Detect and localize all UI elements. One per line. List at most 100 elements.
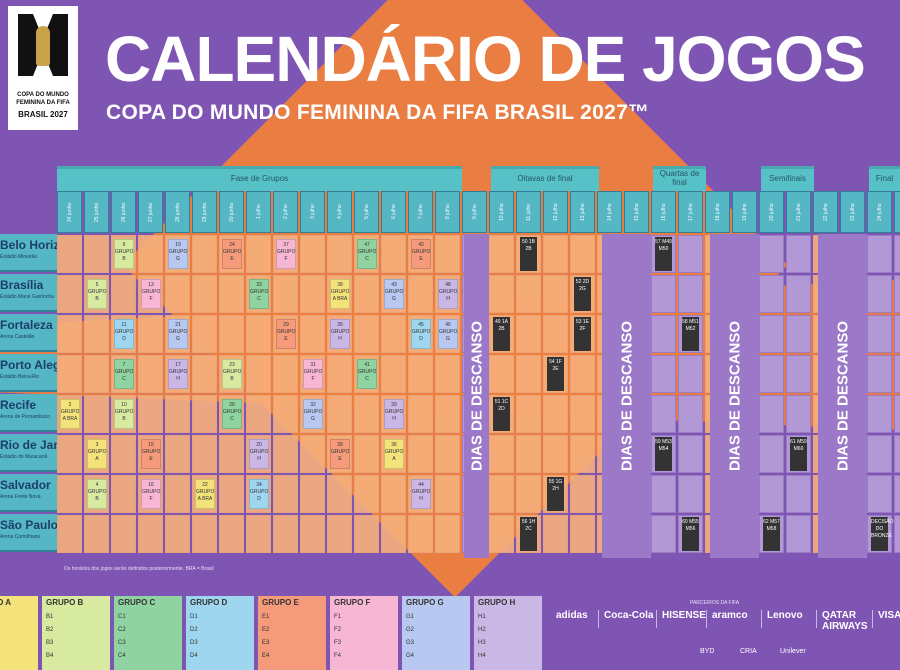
city-name: Fortaleza [0, 318, 53, 332]
grid-cell [84, 355, 109, 393]
rest-column-2: DIAS DE DESCANSO [602, 234, 651, 558]
match-card[interactable]: 45 GRUPO D [411, 319, 431, 349]
grid-cell [408, 435, 433, 473]
grid-cell [354, 435, 379, 473]
match-card[interactable]: 5 GRUPO B [87, 279, 107, 309]
match-card[interactable]: 3 GRUPO A [87, 439, 107, 469]
grid-cell [786, 395, 811, 433]
day-header: 30 junho [219, 191, 244, 233]
match-card[interactable]: 7 GRUPO C [114, 359, 134, 389]
grid-cell [300, 275, 325, 313]
match-card[interactable]: 16 GRUPO F [141, 479, 161, 509]
city-name: São Paulo [0, 518, 57, 532]
grid-cell [246, 315, 271, 353]
knockout-match-card[interactable]: 62 M57 M58 [763, 517, 780, 551]
knockout-match-card[interactable]: 59 M53 M54 [655, 437, 672, 471]
match-card[interactable]: 31 GRUPO F [303, 359, 323, 389]
grid-cell [300, 515, 325, 553]
grid-cell [354, 515, 379, 553]
grid-cell [867, 275, 892, 313]
match-card[interactable]: 48 GRUPO H [438, 279, 458, 309]
grid-cell [354, 395, 379, 433]
match-card[interactable]: 42 GRUPO E [411, 239, 431, 269]
grid-cell [381, 475, 406, 513]
logo-line-2: FEMININA DA FIFA [16, 100, 70, 106]
match-card[interactable]: 13 GRUPO F [141, 279, 161, 309]
knockout-match-card[interactable]: 57 M49 M50 [655, 237, 672, 271]
grid-cell [435, 395, 460, 433]
match-card[interactable]: 17 GRUPO H [168, 359, 188, 389]
match-card[interactable]: 15 GRUPO E [141, 439, 161, 469]
match-card[interactable]: 4 GRUPO B [87, 479, 107, 509]
knockout-match-card[interactable]: 60 M55 M56 [682, 517, 699, 551]
grid-cell [84, 235, 109, 273]
logo-line-1: COPA DO MUNDO [17, 92, 69, 98]
page-subtitle: COPA DO MUNDO FEMININA DA FIFA BRASIL 20… [106, 101, 650, 124]
match-card[interactable]: 35 GRUPO H [330, 319, 350, 349]
grid-cell [516, 475, 541, 513]
city-venue: Estádio Beira-Rio [0, 374, 39, 380]
knockout-match-card[interactable]: 50 1B 2B [520, 237, 537, 271]
group-team: C3 [118, 640, 126, 646]
stage-qf: Quartas de final [653, 166, 706, 191]
footnote: Os horários dos jogos serão definidos po… [64, 566, 214, 572]
sponsor-small-logo: BYD [700, 648, 715, 655]
knockout-match-card[interactable]: 58 M51 M52 [682, 317, 699, 351]
match-card[interactable]: 11 GRUPO D [114, 319, 134, 349]
match-card[interactable]: 26 GRUPO C [222, 399, 242, 429]
group-team: G4 [406, 653, 415, 659]
grid-cell [543, 515, 568, 553]
grid-cell [408, 515, 433, 553]
match-card[interactable]: 9 GRUPO B [114, 239, 134, 269]
knockout-match-card[interactable]: DECISÃO DO BRONZE [871, 517, 894, 551]
group-team: C2 [118, 627, 126, 633]
grid-cell [408, 395, 433, 433]
grid-cell [192, 515, 217, 553]
match-card[interactable]: 28 GRUPO E [330, 439, 350, 469]
match-card[interactable]: 2 GRUPO A BRA [60, 399, 80, 429]
knockout-match-card[interactable]: 54 1F 2E [547, 357, 564, 391]
grid-cell [894, 315, 900, 353]
knockout-match-card[interactable]: 51 1C 2D [493, 397, 510, 431]
match-card[interactable]: 46 GRUPO G [438, 319, 458, 349]
grid-cell [165, 475, 190, 513]
group-team: A4 [0, 650, 38, 663]
city-label: Fortaleza Arena Castelão [0, 314, 57, 352]
grid-cell [867, 315, 892, 353]
match-card[interactable]: 19 GRUPO G [168, 239, 188, 269]
group-team: B2 [46, 627, 54, 633]
city-name: Porto Alegre [0, 358, 57, 372]
group-team: C1 [118, 614, 126, 620]
knockout-match-card[interactable]: 53 1E 2F [574, 317, 591, 351]
grid-cell [246, 235, 271, 273]
match-card[interactable]: 22 GRUPO A BRA [195, 479, 215, 509]
match-card[interactable]: 32 GRUPO G [303, 399, 323, 429]
match-card[interactable]: 10 GRUPO B [114, 399, 134, 429]
match-card[interactable]: 23 GRUPO B [222, 359, 242, 389]
grid-cell [786, 475, 811, 513]
day-header: 25 junho [84, 191, 109, 233]
grid-cell [273, 355, 298, 393]
match-card[interactable]: 34 GRUPO D [249, 479, 269, 509]
match-card[interactable]: 36 GRUPO A [384, 439, 404, 469]
match-card[interactable]: 44 GRUPO H [411, 479, 431, 509]
match-card[interactable]: 43 GRUPO G [384, 279, 404, 309]
match-card[interactable]: 39 GRUPO H [384, 399, 404, 429]
group-name: GRUPO G [406, 598, 444, 607]
knockout-match-card[interactable]: 61 M59 M60 [790, 437, 807, 471]
knockout-match-card[interactable]: 55 1G 2H [547, 477, 564, 511]
knockout-match-card[interactable]: 52 2D 2G [574, 277, 591, 311]
match-card[interactable]: 38 GRUPO A BRA [330, 279, 350, 309]
tournament-logo: COPA DO MUNDO FEMININA DA FIFA BRASIL 20… [8, 6, 78, 130]
match-card[interactable]: 24 GRUPO E [222, 239, 242, 269]
knockout-match-card[interactable]: 49 1A 2B [493, 317, 510, 351]
match-card[interactable]: 21 GRUPO G [168, 319, 188, 349]
match-card[interactable]: 29 GRUPO E [276, 319, 296, 349]
match-card[interactable]: 20 GRUPO H [249, 439, 269, 469]
match-card[interactable]: 41 GRUPO C [357, 359, 377, 389]
knockout-match-card[interactable]: 56 1H 2C [520, 517, 537, 551]
match-card[interactable]: 37 GRUPO F [276, 239, 296, 269]
match-card[interactable]: 33 GRUPO C [249, 279, 269, 309]
match-card[interactable]: 47 GRUPO C [357, 239, 377, 269]
sponsor-small-logo: Unilever [780, 648, 806, 655]
